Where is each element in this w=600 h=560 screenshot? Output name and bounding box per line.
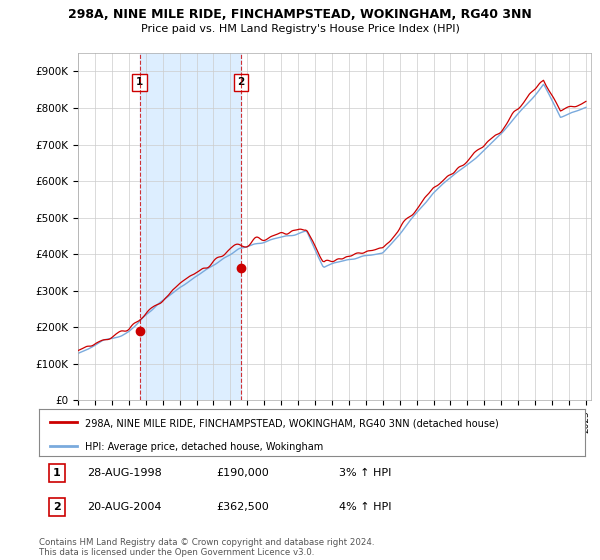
Text: 20-AUG-2004: 20-AUG-2004 (87, 502, 161, 512)
Text: Price paid vs. HM Land Registry's House Price Index (HPI): Price paid vs. HM Land Registry's House … (140, 24, 460, 34)
Text: 298A, NINE MILE RIDE, FINCHAMPSTEAD, WOKINGHAM, RG40 3NN (detached house): 298A, NINE MILE RIDE, FINCHAMPSTEAD, WOK… (85, 418, 499, 428)
Text: 4% ↑ HPI: 4% ↑ HPI (339, 502, 391, 512)
Text: 1: 1 (136, 77, 143, 87)
Text: 28-AUG-1998: 28-AUG-1998 (87, 468, 162, 478)
Bar (140, 53, 241, 400)
Text: £362,500: £362,500 (216, 502, 269, 512)
Text: 1: 1 (53, 468, 61, 478)
Text: HPI: Average price, detached house, Wokingham: HPI: Average price, detached house, Woki… (85, 442, 323, 452)
Text: £190,000: £190,000 (216, 468, 269, 478)
Text: 2: 2 (53, 502, 61, 512)
Text: 2: 2 (238, 77, 245, 87)
Text: Contains HM Land Registry data © Crown copyright and database right 2024.
This d: Contains HM Land Registry data © Crown c… (39, 538, 374, 557)
Text: 3% ↑ HPI: 3% ↑ HPI (339, 468, 391, 478)
Text: 298A, NINE MILE RIDE, FINCHAMPSTEAD, WOKINGHAM, RG40 3NN: 298A, NINE MILE RIDE, FINCHAMPSTEAD, WOK… (68, 8, 532, 21)
